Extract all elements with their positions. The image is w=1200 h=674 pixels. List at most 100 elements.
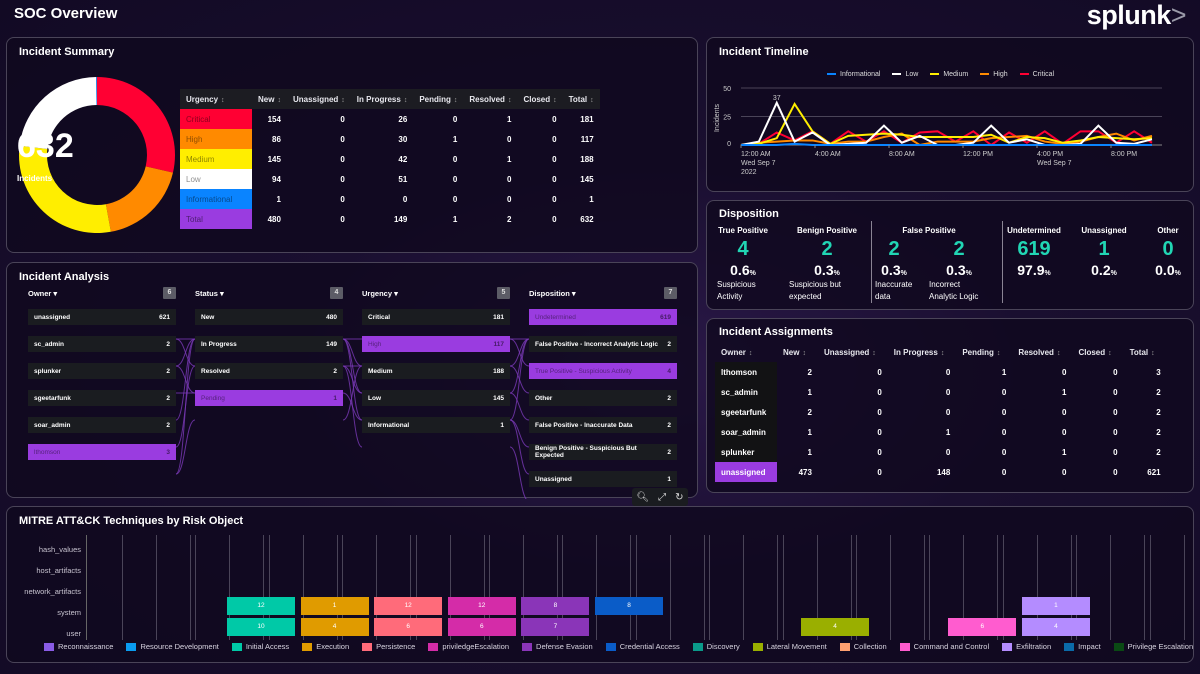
disposition-item[interactable]: Other 0 0.0% [1154,226,1182,279]
urgency-cell[interactable]: Informational [180,189,252,209]
series-line[interactable] [741,142,1152,146]
analysis-node[interactable]: Benign Positive - Suspicious But Expecte… [529,444,677,460]
analysis-node[interactable]: Resolved 2 [195,363,343,379]
search-icon[interactable]: 🔍︎ [636,491,650,503]
legend-item[interactable]: Impact [1064,642,1101,652]
urgency-donut-chart[interactable]: 632 Incidents [17,75,177,235]
analysis-node[interactable]: soar_admin 2 [28,417,176,433]
column-header[interactable]: Urgency ↕ [180,89,252,109]
legend-item[interactable]: Defense Evasion [522,642,593,652]
legend-item[interactable]: priviledgeEscalation [428,642,509,652]
analysis-node[interactable]: False Positive - Incorrect Analytic Logi… [529,336,677,352]
analysis-node[interactable]: lthomson 3 [28,444,176,460]
technique-bar[interactable]: 4 [801,618,870,636]
urgency-cell[interactable]: Critical [180,109,252,129]
technique-bar[interactable]: 10 [227,618,295,636]
urgency-cell[interactable]: Medium [180,149,252,169]
refresh-icon[interactable]: ↻ [675,491,684,503]
legend-item[interactable]: Collection [839,642,887,652]
legend-item[interactable]: Exfiltration [1002,642,1051,652]
disposition-item[interactable]: Undetermined 619 97.9% [1006,226,1062,279]
legend-item[interactable]: Privilege Escalation [1113,642,1193,652]
column-header[interactable]: Resolved ↕ [1018,347,1061,357]
technique-bar[interactable]: 6 [447,618,516,636]
column-header[interactable]: New ↕ [783,347,806,357]
donut-segment[interactable] [105,166,173,232]
column-header[interactable]: Total ↕ [1129,347,1155,357]
urgency-cell[interactable]: High [180,129,252,149]
donut-segment[interactable] [96,77,97,106]
legend-item[interactable]: Persistence [362,642,415,652]
analysis-node[interactable]: Unassigned 1 [529,471,677,487]
legend-item[interactable]: Critical [1019,71,1054,78]
column-header[interactable]: Disposition ▾ 7 [529,287,677,299]
technique-bar[interactable]: 6 [374,618,443,636]
column-header[interactable]: Unassigned ↕ [286,89,351,109]
analysis-node[interactable]: New 480 [195,309,343,325]
legend-item[interactable]: Reconnaissance [44,642,113,652]
analysis-node[interactable]: False Positive - Inaccurate Data 2 [529,417,677,433]
series-line[interactable] [740,101,1153,146]
column-header[interactable]: Status ▾ 4 [195,287,343,299]
urgency-cell[interactable]: Low [180,169,252,189]
owner-cell[interactable]: lthomson [715,362,777,382]
column-header[interactable]: Owner ▾ 6 [28,287,176,299]
technique-bar[interactable]: 7 [521,618,590,636]
analysis-node[interactable]: splunker 2 [28,363,176,379]
disposition-item[interactable]: True Positive 4 0.6% Suspicious Activity [717,226,769,303]
analysis-node[interactable]: True Positive - Suspicious Activity 4 [529,363,677,379]
technique-bar[interactable]: 12 [227,597,295,615]
owner-cell[interactable]: sgeetarfunk [715,402,777,422]
analysis-node[interactable]: In Progress 149 [195,336,343,352]
analysis-node[interactable]: Pending 1 [195,390,343,406]
analysis-node[interactable]: Undetermined 619 [529,309,677,325]
column-header[interactable]: Owner ↕ [721,347,753,357]
column-header[interactable]: Resolved ↕ [463,89,518,109]
legend-item[interactable]: Initial Access [231,642,289,652]
timeline-line-chart[interactable]: 50 25 0 Incidents 37 12:00 AM Wed Sep 7 2022 4:0… [707,73,1195,193]
legend-item[interactable]: Medium [930,71,968,78]
analysis-node[interactable]: Informational 1 [362,417,510,433]
technique-bar[interactable]: 8 [521,597,590,615]
analysis-node[interactable]: Other 2 [529,390,677,406]
disposition-item[interactable]: Benign Positive 2 0.3% Suspicious but expec… [789,226,865,303]
disposition-item[interactable]: False Positive 2 0.3% Inaccurate data [875,226,956,303]
legend-item[interactable]: Command and Control [899,642,989,652]
owner-cell[interactable]: sc_admin [715,382,777,402]
legend-item[interactable]: Execution [302,642,349,652]
technique-bar[interactable]: 1 [1021,597,1090,615]
analysis-node[interactable]: High 117 [362,336,510,352]
donut-segment[interactable] [19,145,111,233]
owner-cell[interactable]: splunker [715,442,777,462]
column-header[interactable]: Urgency ▾ 5 [362,287,510,299]
column-header[interactable]: Closed ↕ [517,89,563,109]
column-header[interactable]: Unassigned ↕ [823,347,876,357]
disposition-item[interactable]: 2 0.3% Incorrect Analytic Logic [929,226,989,303]
legend-item[interactable]: Low [892,71,918,78]
analysis-node[interactable]: Low 145 [362,390,510,406]
disposition-item[interactable]: Unassigned 1 0.2% [1081,226,1127,279]
technique-bar[interactable]: 8 [595,597,663,615]
legend-item[interactable]: High [980,71,1008,78]
technique-bar[interactable]: 4 [1021,618,1090,636]
column-header[interactable]: Closed ↕ [1078,347,1112,357]
legend-item[interactable]: Resource Development [126,642,219,652]
technique-bar[interactable]: 12 [447,597,516,615]
column-header[interactable]: In Progress ↕ [350,89,414,109]
analysis-node[interactable]: sc_admin 2 [28,336,176,352]
analysis-node[interactable]: unassigned 621 [28,309,176,325]
column-header[interactable]: Total ↕ [562,89,600,109]
owner-cell[interactable]: unassigned [715,462,777,482]
legend-item[interactable]: Discovery [692,642,740,652]
technique-bar[interactable]: 4 [300,618,369,636]
donut-segment[interactable] [19,77,97,150]
legend-item[interactable]: Credential Access [605,642,680,652]
legend-item[interactable]: Lateral Movement [752,642,827,652]
analysis-node[interactable]: Critical 181 [362,309,510,325]
legend-item[interactable]: Informational [827,71,880,78]
expand-icon[interactable]: ⤢ [658,491,667,503]
technique-bar[interactable]: 1 [300,597,369,615]
technique-bar[interactable]: 6 [948,618,1017,636]
owner-cell[interactable]: soar_admin [715,422,777,442]
column-header[interactable]: New ↕ [252,89,287,109]
